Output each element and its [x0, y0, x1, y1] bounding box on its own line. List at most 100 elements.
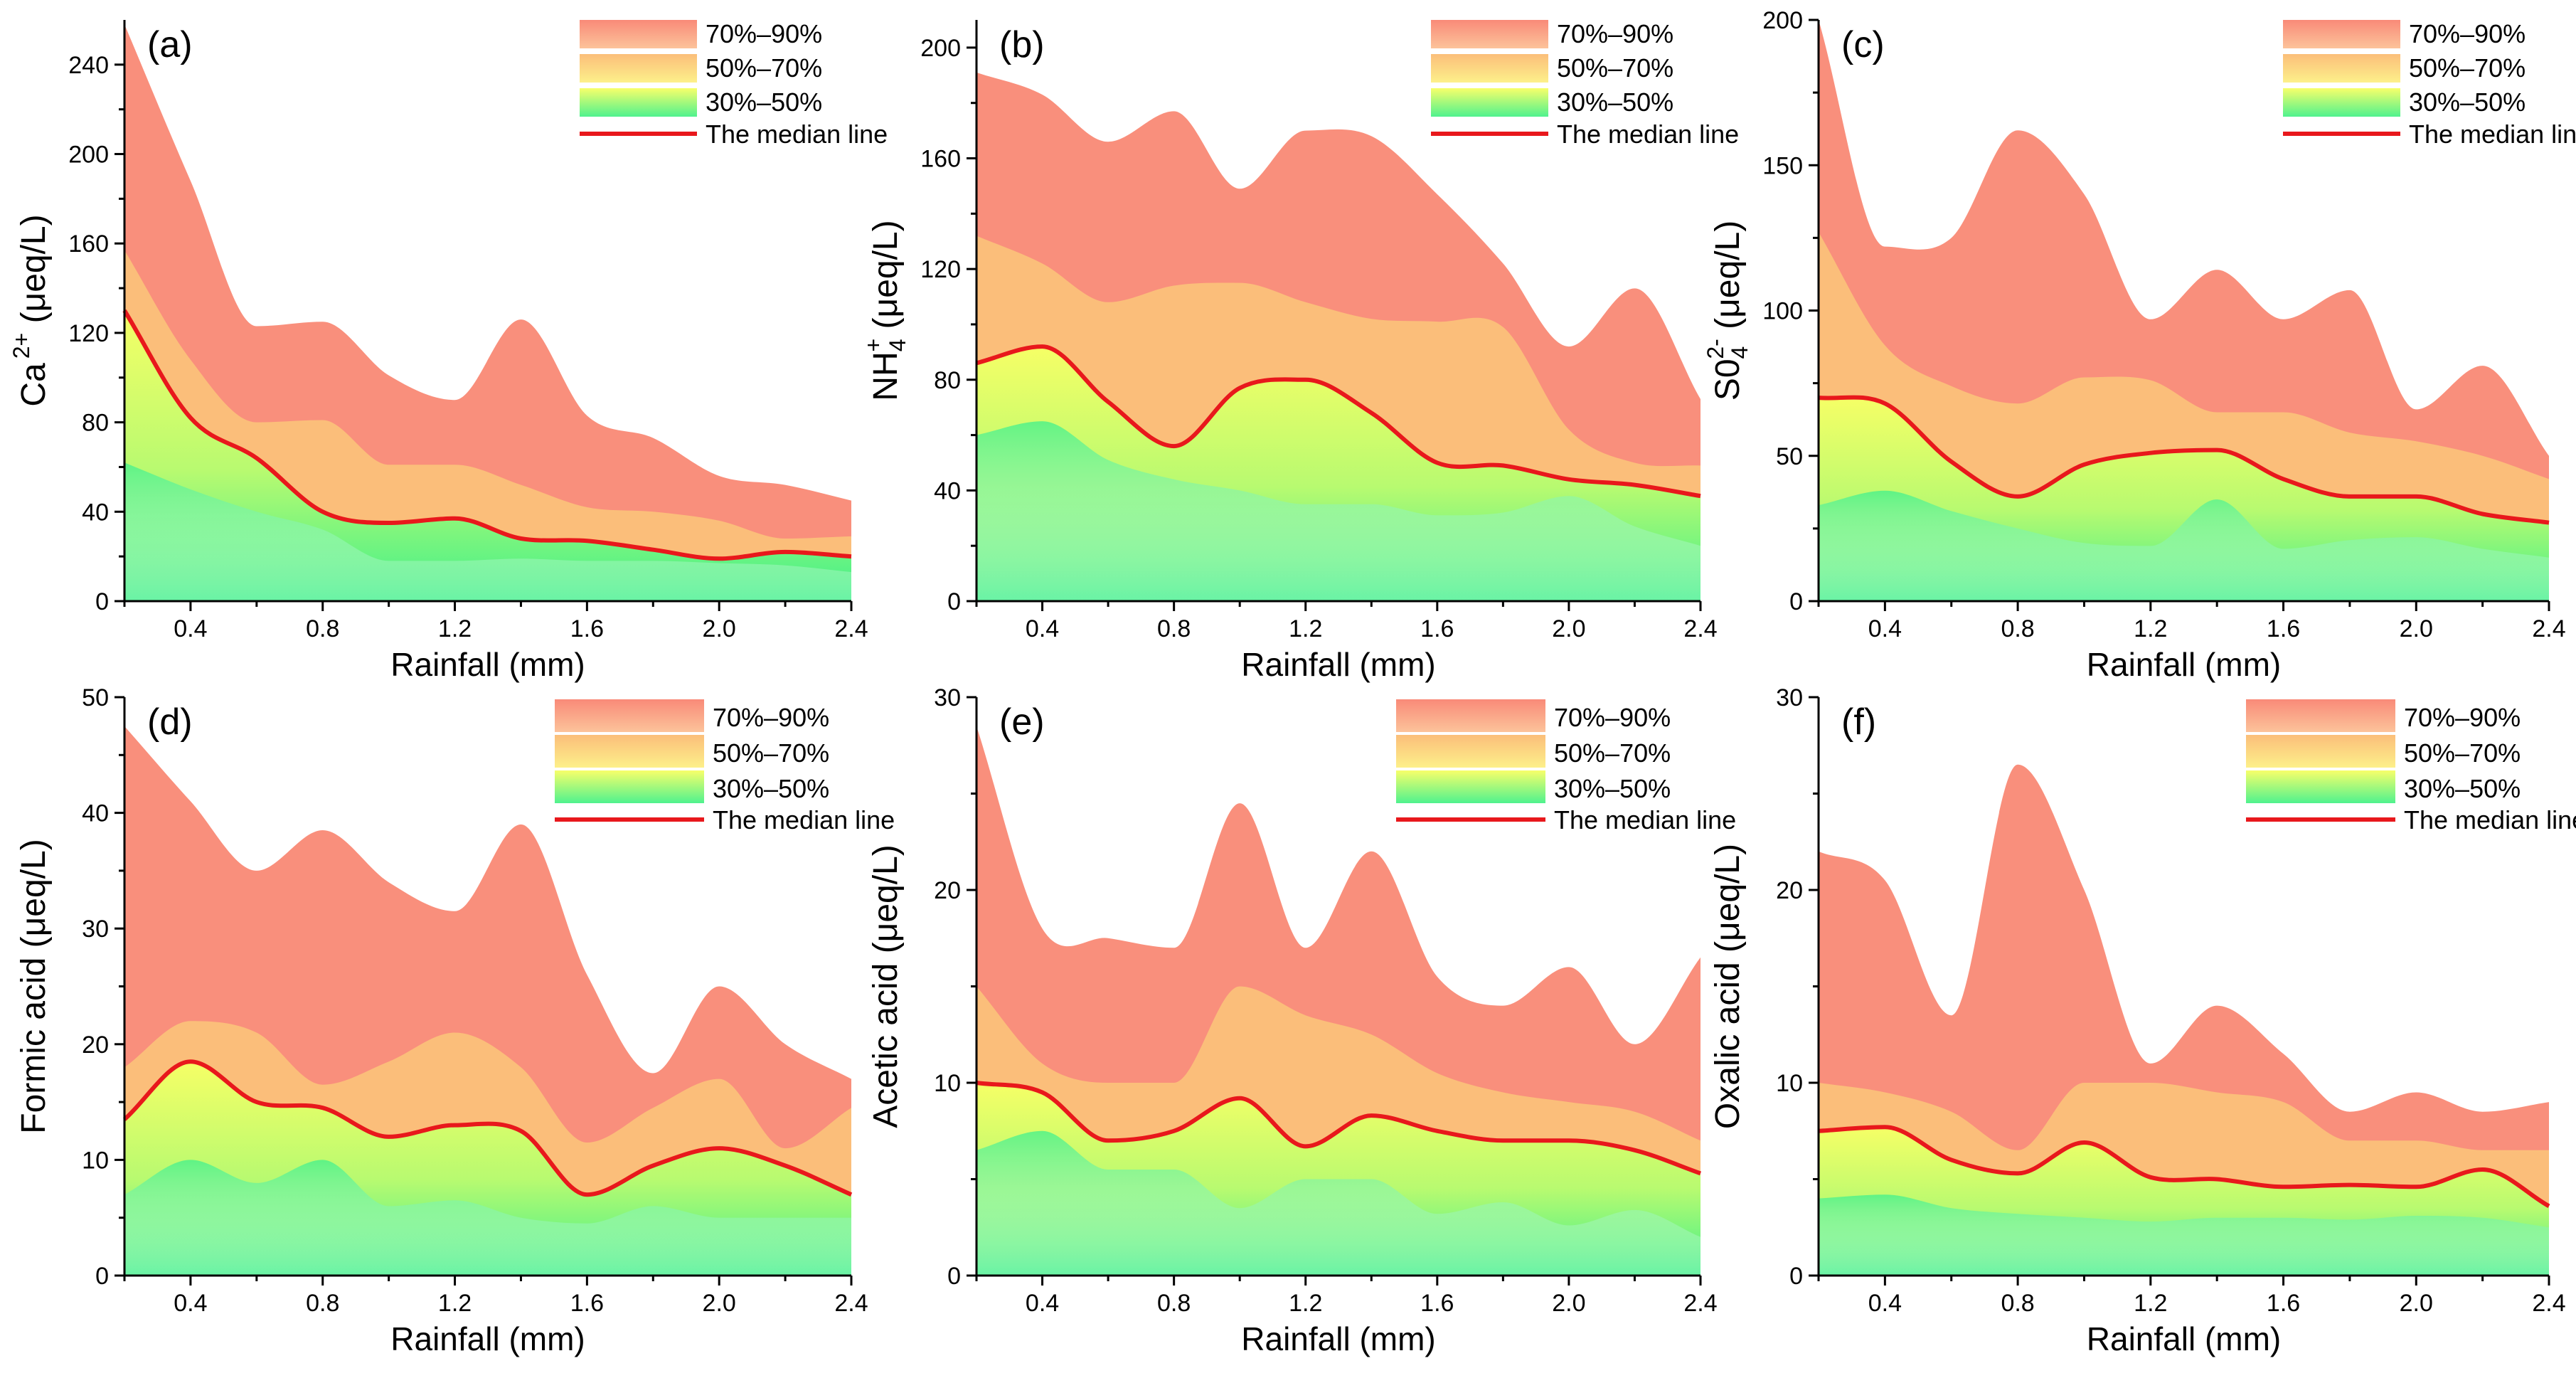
- legend: 70%–90%50%–70%30%–50%The median line: [555, 699, 895, 834]
- y-label-sub: 4: [885, 339, 910, 351]
- x-tick-label: 2.0: [1552, 1290, 1585, 1317]
- x-tick-label: 1.2: [2134, 1290, 2167, 1317]
- y-label-tail: (μeq/L): [867, 220, 905, 338]
- legend-label: The median line: [2409, 120, 2576, 149]
- x-tick-label: 2.0: [703, 1290, 736, 1317]
- legend-swatch: [555, 735, 704, 768]
- y-tick-label: 40: [82, 499, 109, 526]
- x-axis-label: Rainfall (mm): [2087, 1320, 2281, 1357]
- legend-label: 30%–50%: [2409, 88, 2526, 117]
- legend-label: 50%–70%: [1554, 738, 1671, 768]
- x-tick-label: 2.4: [834, 1290, 868, 1317]
- median-line: [1818, 395, 2550, 525]
- y-label-main: Ca: [15, 363, 53, 407]
- median-line: [976, 1081, 1702, 1176]
- band-below-30: [1819, 490, 2549, 601]
- y-tick-label: 10: [934, 1070, 961, 1097]
- legend-label: 70%–90%: [706, 19, 822, 48]
- legend-label: 50%–70%: [706, 53, 822, 83]
- y-tick-label: 50: [1776, 443, 1803, 470]
- legend-label: 70%–90%: [1554, 703, 1671, 732]
- legend-swatch: [555, 699, 704, 732]
- x-tick-label: 2.0: [1552, 615, 1585, 642]
- y-tick-label: 30: [82, 916, 109, 943]
- y-tick-label: 120: [920, 256, 961, 283]
- y-axis-label: NH4+ (μeq/L): [861, 220, 910, 401]
- legend: 70%–90%50%–70%30%–50%The median line: [2283, 19, 2576, 149]
- legend-swatch: [580, 88, 697, 117]
- legend-swatch: [1431, 54, 1548, 83]
- x-axis-label: Rainfall (mm): [390, 646, 585, 683]
- band-below-30: [976, 1130, 1701, 1276]
- x-tick-label: 1.6: [2267, 615, 2300, 642]
- legend-label: 30%–50%: [1557, 88, 1673, 117]
- legend-swatch: [2283, 54, 2400, 83]
- panel-label: (c): [1841, 24, 1885, 65]
- y-tick-label: 80: [934, 367, 961, 394]
- x-tick-label: 0.4: [1868, 1290, 1902, 1317]
- y-axis-label: S042- (μeq/L): [1703, 221, 1752, 401]
- x-tick-label: 1.6: [1420, 615, 1454, 642]
- legend: 70%–90%50%–70%30%–50%The median line: [1431, 19, 1739, 149]
- y-tick-label: 20: [934, 877, 961, 904]
- y-tick-label: 80: [82, 410, 109, 437]
- legend-swatch: [2246, 735, 2395, 768]
- legend-label: The median line: [713, 805, 895, 834]
- x-tick-label: 1.2: [1289, 1290, 1322, 1317]
- y-label-tail: (μeq/L): [15, 214, 53, 332]
- x-tick-label: 2.4: [1683, 615, 1717, 642]
- legend-swatch: [1396, 699, 1545, 732]
- legend-label: 50%–70%: [2409, 53, 2526, 83]
- band-below-30: [976, 421, 1701, 601]
- x-tick-label: 0.8: [2001, 615, 2034, 642]
- x-tick-label: 2.0: [703, 615, 736, 642]
- legend-swatch: [2246, 770, 2395, 803]
- x-tick-label: 0.4: [1026, 615, 1059, 642]
- band-below-30: [124, 462, 851, 601]
- x-tick-label: 0.8: [1157, 615, 1191, 642]
- x-tick-label: 0.8: [306, 1290, 339, 1317]
- panel-b: 0 40 80 120 160 200 0.4 0.8 1.2 1.6 2.0 2.4 Rainfall…: [861, 19, 1739, 683]
- legend-label: 30%–50%: [1554, 774, 1671, 803]
- x-tick-label: 2.4: [2532, 1290, 2565, 1317]
- y-tick-label: 120: [68, 320, 109, 347]
- legend-swatch: [555, 770, 704, 803]
- panel-label: (f): [1841, 701, 1876, 743]
- x-tick-label: 2.4: [834, 615, 868, 642]
- legend: 70%–90%50%–70%30%–50%The median line: [580, 19, 888, 149]
- legend: 70%–90%50%–70%30%–50%The median line: [1396, 699, 1736, 834]
- x-tick-label: 1.6: [570, 615, 604, 642]
- y-label-main: S0: [1709, 359, 1747, 401]
- x-tick-label: 1.2: [1289, 615, 1322, 642]
- y-tick-label: 10: [82, 1147, 109, 1174]
- legend-label: 30%–50%: [713, 774, 829, 803]
- x-axis-label: Rainfall (mm): [1241, 1320, 1435, 1357]
- y-label-sup: +: [861, 339, 886, 352]
- x-tick-label: 1.6: [570, 1290, 604, 1317]
- x-axis-label: Rainfall (mm): [2087, 646, 2281, 683]
- legend-label: 50%–70%: [713, 738, 829, 768]
- y-tick-label: 200: [68, 142, 109, 169]
- legend-label: The median line: [1557, 120, 1739, 149]
- y-axis-label: Ca 2+ (μeq/L): [9, 214, 53, 406]
- legend-swatch: [1396, 770, 1545, 803]
- x-tick-label: 1.2: [2134, 615, 2167, 642]
- band-below-30: [124, 1160, 851, 1276]
- legend-label: 50%–70%: [2404, 738, 2521, 768]
- y-label-sup: 2+: [9, 333, 34, 359]
- legend-swatch: [2283, 88, 2400, 117]
- panel-label: (e): [999, 701, 1045, 743]
- x-tick-label: 0.8: [1157, 1290, 1191, 1317]
- panel-d: 0 10 20 30 40 50 0.4 0.8 1.2 1.6 2.0 2.4 Rainfall (m…: [15, 684, 895, 1357]
- y-tick-label: 0: [947, 588, 961, 615]
- x-tick-label: 0.4: [1026, 1290, 1059, 1317]
- y-tick-label: 50: [82, 684, 109, 711]
- y-tick-label: 40: [82, 800, 109, 827]
- y-axis-label: Formic acid (μeq/L): [15, 839, 53, 1133]
- y-tick-label: 150: [1762, 152, 1803, 179]
- median-line: [123, 1059, 853, 1197]
- y-label-main: NH: [867, 351, 905, 401]
- y-tick-label: 0: [1789, 1263, 1803, 1290]
- legend-swatch: [2283, 20, 2400, 48]
- y-tick-label: 40: [934, 477, 961, 504]
